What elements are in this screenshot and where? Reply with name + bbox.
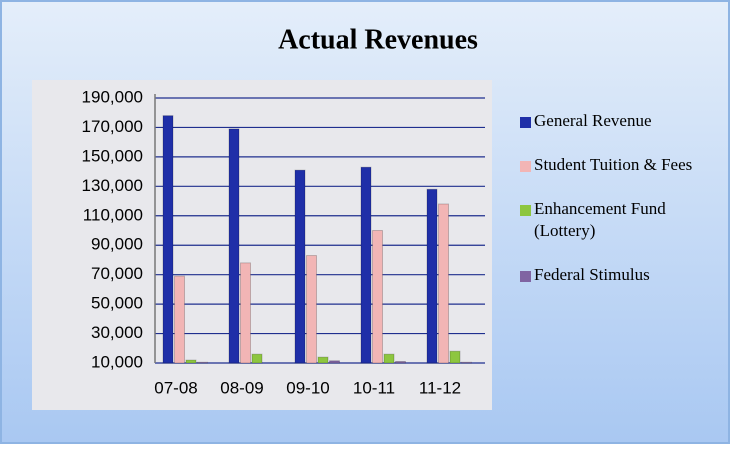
legend-swatch <box>520 161 531 172</box>
x-tick-label: 10-11 <box>353 378 395 397</box>
bar <box>251 353 263 364</box>
y-tick-label: 10,000 <box>91 352 143 371</box>
y-tick-label: 90,000 <box>91 235 143 254</box>
y-tick-label: 130,000 <box>82 176 143 195</box>
x-tick-label: 11-12 <box>419 378 461 397</box>
bar <box>294 169 306 364</box>
bar <box>426 188 438 364</box>
legend: General Revenue Student Tuition & Fees Enh… <box>520 110 700 308</box>
x-tick-label: 07-08 <box>154 378 197 397</box>
x-tick-label: 08-09 <box>220 378 263 397</box>
legend-swatch <box>520 117 531 128</box>
y-tick-label: 70,000 <box>91 264 143 283</box>
legend-swatch <box>520 205 531 216</box>
bar <box>329 360 340 364</box>
y-tick-label: 150,000 <box>82 146 143 165</box>
bar <box>395 361 406 364</box>
bar <box>240 262 251 364</box>
legend-label: Student Tuition & Fees <box>534 155 693 174</box>
y-tick-label: 50,000 <box>91 294 143 313</box>
legend-item: General Revenue <box>520 110 700 132</box>
chart-title: Actual Revenues <box>278 24 478 55</box>
bar <box>449 350 461 364</box>
y-tick-label: 30,000 <box>91 323 143 342</box>
bar <box>174 275 185 364</box>
bar <box>228 128 240 364</box>
bar <box>360 166 372 364</box>
bar <box>317 356 329 364</box>
legend-label: Federal Stimulus <box>534 265 650 284</box>
bar <box>162 115 174 364</box>
x-tick-label: 09-10 <box>286 378 329 397</box>
bar <box>383 353 395 364</box>
legend-item: Federal Stimulus <box>520 264 700 286</box>
legend-item: Student Tuition & Fees <box>520 154 700 176</box>
legend-label: General Revenue <box>534 111 652 130</box>
bar <box>306 255 317 364</box>
bar <box>372 230 383 364</box>
bar <box>438 203 449 364</box>
legend-swatch <box>520 271 531 282</box>
y-tick-label: 190,000 <box>82 87 143 106</box>
bar <box>185 359 197 364</box>
y-tick-label: 110,000 <box>83 205 143 224</box>
legend-label: Enhancement Fund (Lottery) <box>534 199 666 240</box>
legend-item: Enhancement Fund (Lottery) <box>520 198 700 242</box>
bar <box>461 361 472 364</box>
y-tick-label: 170,000 <box>82 117 143 136</box>
bar <box>197 361 208 364</box>
